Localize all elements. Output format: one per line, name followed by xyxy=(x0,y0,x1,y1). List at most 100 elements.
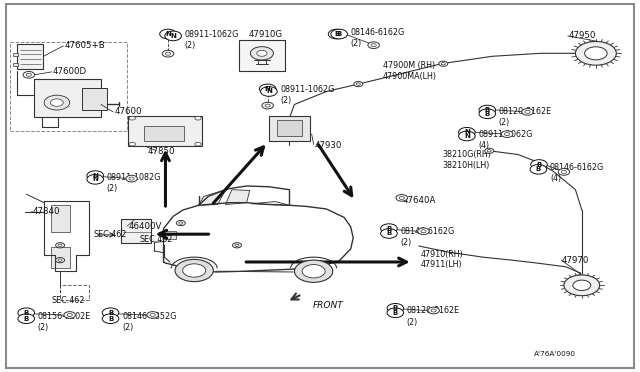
Text: B: B xyxy=(393,310,398,316)
Text: B: B xyxy=(24,316,29,322)
Circle shape xyxy=(260,87,277,96)
Circle shape xyxy=(421,230,426,233)
Bar xyxy=(17,44,44,69)
Circle shape xyxy=(44,95,70,110)
Text: B: B xyxy=(24,310,29,316)
Text: B: B xyxy=(337,31,342,37)
Text: 47900M (RH)
47900MA(LH): 47900M (RH) 47900MA(LH) xyxy=(383,61,436,81)
Text: B: B xyxy=(536,166,541,172)
Circle shape xyxy=(102,308,119,318)
Text: 47930: 47930 xyxy=(315,141,342,151)
Circle shape xyxy=(585,47,607,60)
Text: (2): (2) xyxy=(107,184,118,193)
Text: B: B xyxy=(108,310,113,316)
Bar xyxy=(51,205,70,232)
Text: 47840: 47840 xyxy=(33,208,60,217)
Text: FRONT: FRONT xyxy=(312,301,343,310)
Bar xyxy=(13,52,18,56)
Text: B: B xyxy=(536,161,541,167)
Circle shape xyxy=(368,42,380,48)
Circle shape xyxy=(259,84,276,94)
Circle shape xyxy=(354,81,363,87)
Circle shape xyxy=(431,309,436,312)
Circle shape xyxy=(257,50,267,56)
Circle shape xyxy=(484,148,493,153)
Circle shape xyxy=(160,29,176,39)
Text: 08911-1082G: 08911-1082G xyxy=(107,173,161,182)
Text: (2): (2) xyxy=(407,318,418,327)
Bar xyxy=(34,78,101,118)
Bar xyxy=(121,219,152,243)
Circle shape xyxy=(58,259,62,261)
Text: N: N xyxy=(92,173,98,179)
Circle shape xyxy=(58,244,62,247)
Text: N: N xyxy=(92,176,98,182)
Circle shape xyxy=(18,308,35,318)
Circle shape xyxy=(522,109,533,115)
Circle shape xyxy=(575,41,616,65)
Circle shape xyxy=(504,132,509,136)
Text: 08146-6162G: 08146-6162G xyxy=(351,28,405,37)
Circle shape xyxy=(441,62,445,65)
Circle shape xyxy=(573,280,591,291)
Text: 47605+B: 47605+B xyxy=(65,41,106,51)
Circle shape xyxy=(56,257,65,263)
Circle shape xyxy=(232,243,241,248)
Circle shape xyxy=(179,222,183,224)
Circle shape xyxy=(147,312,159,318)
Text: (2): (2) xyxy=(122,323,133,333)
Text: 08146-6162G: 08146-6162G xyxy=(401,227,454,236)
Polygon shape xyxy=(198,190,225,205)
Circle shape xyxy=(564,275,600,296)
Circle shape xyxy=(387,304,404,313)
Text: 47970: 47970 xyxy=(561,256,589,264)
Text: (4): (4) xyxy=(478,141,490,150)
Bar xyxy=(269,116,310,141)
Circle shape xyxy=(87,171,104,180)
Text: 08120-8162E: 08120-8162E xyxy=(499,108,552,116)
Circle shape xyxy=(294,260,333,282)
Circle shape xyxy=(331,29,348,39)
Bar xyxy=(51,247,70,267)
Circle shape xyxy=(176,221,185,226)
Text: N: N xyxy=(165,31,171,37)
Circle shape xyxy=(530,164,547,174)
Text: N: N xyxy=(464,129,470,135)
Circle shape xyxy=(487,150,492,152)
Circle shape xyxy=(531,160,547,169)
Bar xyxy=(145,126,184,141)
Circle shape xyxy=(501,131,513,137)
Circle shape xyxy=(126,175,138,182)
Circle shape xyxy=(23,71,35,78)
Circle shape xyxy=(525,110,530,113)
Circle shape xyxy=(479,109,495,119)
Bar xyxy=(83,88,107,110)
Text: 08911-1062G: 08911-1062G xyxy=(184,29,239,39)
Text: SEC.462: SEC.462 xyxy=(93,230,127,240)
Circle shape xyxy=(129,177,134,180)
Text: (2): (2) xyxy=(184,41,196,50)
Circle shape xyxy=(459,131,475,141)
Text: N: N xyxy=(266,89,272,94)
Circle shape xyxy=(356,83,360,85)
Bar xyxy=(276,120,302,137)
Circle shape xyxy=(558,169,570,175)
Circle shape xyxy=(381,229,397,238)
Circle shape xyxy=(129,142,136,146)
Text: (2): (2) xyxy=(499,119,510,128)
Text: 47600D: 47600D xyxy=(53,67,87,76)
Text: N: N xyxy=(265,86,271,92)
Circle shape xyxy=(250,46,273,60)
Circle shape xyxy=(387,308,404,318)
Circle shape xyxy=(262,102,273,109)
Bar xyxy=(164,231,175,238)
Bar xyxy=(239,39,285,71)
Circle shape xyxy=(163,50,173,57)
Text: B: B xyxy=(484,111,490,117)
Text: 08911-1062G: 08911-1062G xyxy=(478,129,532,139)
Bar xyxy=(60,285,89,300)
Text: B: B xyxy=(393,305,398,311)
Circle shape xyxy=(18,314,35,324)
Text: B: B xyxy=(484,107,490,113)
Circle shape xyxy=(428,307,440,314)
